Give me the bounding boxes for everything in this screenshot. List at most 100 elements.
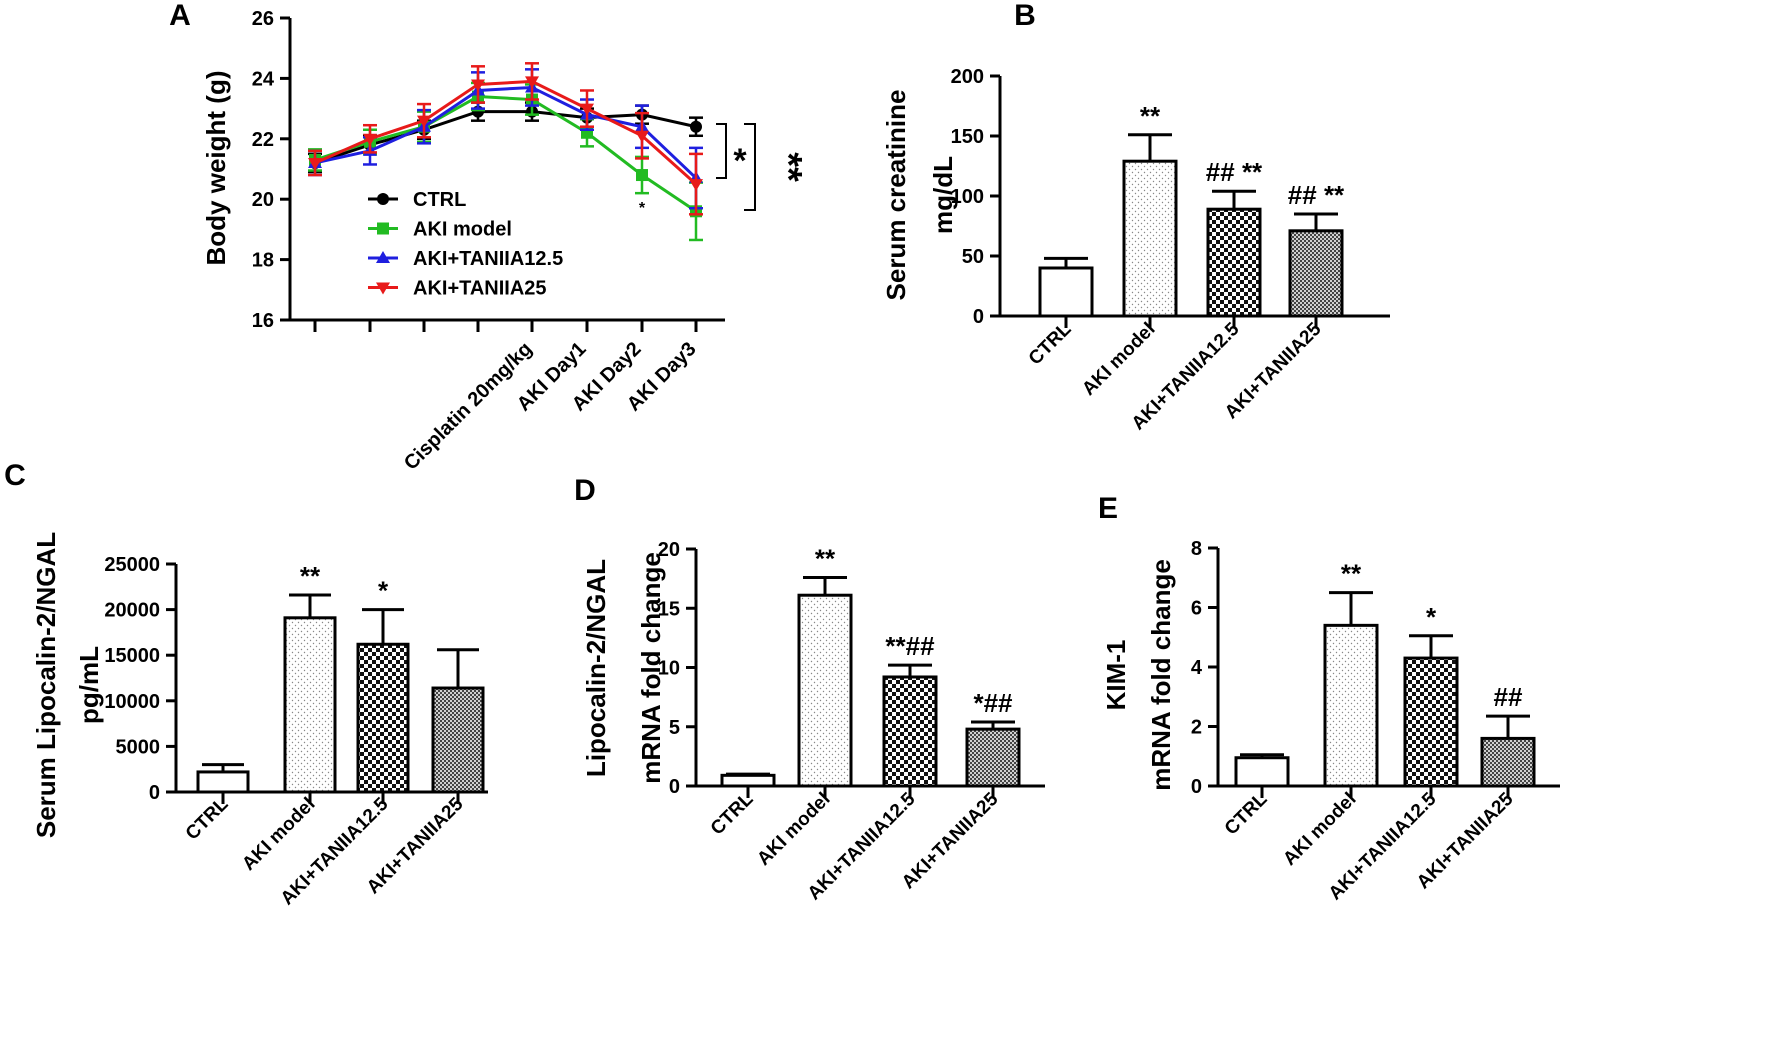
significance-bracket	[716, 123, 727, 179]
legend-label: AKI+TANIIA25	[413, 278, 547, 300]
x-tick-label: CTRL	[707, 788, 758, 839]
y-tick-label: 22	[252, 129, 274, 151]
series-aki-taniia25	[308, 62, 703, 216]
bar	[797, 593, 853, 788]
bar	[1403, 656, 1459, 788]
bar	[356, 642, 410, 794]
bar	[1206, 207, 1262, 318]
y-axis-label-units: mRNA fold change	[636, 552, 666, 784]
data-point	[635, 130, 649, 143]
y-tick-label: 2	[1191, 717, 1202, 739]
bar-significance-label: *	[378, 576, 389, 606]
y-tick-label: 100	[951, 186, 984, 208]
legend-label: AKI model	[413, 219, 512, 241]
y-axis-label: Body weight (g)	[201, 71, 231, 266]
data-point	[376, 282, 390, 295]
series-line	[314, 79, 698, 186]
bar-significance-label: **	[815, 543, 836, 573]
y-tick-label: 4	[1191, 657, 1203, 679]
data-point	[636, 169, 648, 182]
y-axis-label-units: pg/mL	[74, 646, 104, 724]
data-point	[417, 115, 431, 128]
y-tick-label: 20	[252, 189, 274, 211]
data-point	[525, 76, 539, 89]
x-tick-label: AKI model	[1078, 319, 1159, 400]
y-tick-label: 15	[658, 598, 680, 620]
y-tick-label: 5000	[116, 736, 161, 758]
bar	[431, 686, 485, 794]
x-tick-label: Cisplatin 20mg/kg	[400, 338, 537, 475]
data-point	[363, 133, 377, 146]
bar-significance-label: *	[1426, 602, 1437, 632]
series-line	[314, 85, 698, 180]
panel-a: A Body weight (g) 16 18 20 22 24 26 Cisplatin 20…	[169, 0, 809, 475]
data-point	[689, 179, 703, 192]
y-axis-label-units: mg/dL	[928, 156, 958, 234]
panel-label: A	[169, 0, 191, 32]
y-tick-label: 20000	[104, 600, 160, 622]
y-tick-label: 15000	[104, 645, 160, 667]
x-tick-label: CTRL	[1025, 318, 1076, 369]
legend: CTRL AKI model AKI+TANIIA12.5 AKI+TANIIA25	[368, 189, 563, 300]
y-tick-label: 8	[1191, 538, 1202, 560]
y-tick-label: 0	[669, 776, 680, 798]
y-tick-label: 50	[962, 246, 984, 268]
y-tick-label: 5	[669, 717, 680, 739]
y-tick-label: 18	[252, 250, 274, 272]
y-axis-label-units: mRNA fold change	[1146, 559, 1176, 791]
x-tick-label: CTRL	[1221, 788, 1272, 839]
bar-significance-label: ## **	[1206, 157, 1263, 187]
panel-label: B	[1014, 0, 1036, 32]
significance-bracket	[744, 123, 756, 211]
bar	[1122, 159, 1178, 318]
y-tick-label: 24	[252, 68, 275, 90]
data-point	[377, 222, 389, 235]
y-tick-label: 20	[658, 539, 680, 561]
panel-b: B Serum creatinine mg/dL 0 50 100 150 200 CTRL **…	[881, 0, 1390, 434]
y-axis-label: KIM-1	[1101, 640, 1131, 711]
y-tick-label: 16	[252, 310, 274, 332]
y-tick-label: 10	[658, 658, 680, 680]
y-tick-label: 26	[252, 8, 274, 30]
legend-label: CTRL	[413, 189, 466, 211]
legend-label: AKI+TANIIA12.5	[413, 248, 563, 270]
y-tick-label: 0	[149, 782, 160, 804]
bar-significance-label: **	[300, 561, 321, 591]
data-point	[308, 157, 322, 170]
y-tick-label: 200	[951, 66, 984, 88]
data-point	[471, 79, 485, 92]
y-tick-label: 10000	[104, 691, 160, 713]
panel-c: C Serum Lipocalin-2/NGAL pg/mL 0 5000 10000 15…	[4, 459, 488, 909]
y-axis-label: Serum creatinine	[881, 90, 911, 301]
bar	[1480, 736, 1536, 788]
panel-e: E KIM-1 mRNA fold change 0 2 4 6 8 CTRL ** AKI mod…	[1098, 492, 1560, 904]
x-tick-label: AKI model	[753, 789, 834, 870]
bar	[882, 675, 938, 788]
y-axis-label: Lipocalin-2/NGAL	[581, 559, 611, 777]
data-point	[376, 251, 390, 263]
panel-label: E	[1098, 492, 1118, 525]
data-point	[377, 193, 389, 205]
panel-label: C	[4, 459, 26, 492]
data-point	[690, 120, 702, 133]
bar-significance-label: **##	[885, 631, 935, 661]
series-line	[314, 94, 697, 213]
bar-significance-label: ##	[1494, 682, 1523, 712]
bar	[1323, 623, 1379, 788]
series-line	[314, 110, 697, 165]
bar-significance-label: ## **	[1288, 180, 1345, 210]
bar	[1288, 229, 1344, 318]
significance-marker: **	[767, 152, 809, 182]
bar	[1234, 756, 1290, 788]
data-point	[580, 103, 594, 116]
bar-significance-label: **	[1341, 559, 1362, 589]
bar	[720, 773, 776, 788]
bar	[196, 770, 250, 794]
bar	[283, 616, 337, 794]
bar	[1038, 266, 1094, 318]
y-tick-label: 25000	[104, 554, 160, 576]
x-tick-label: CTRL	[182, 793, 233, 844]
